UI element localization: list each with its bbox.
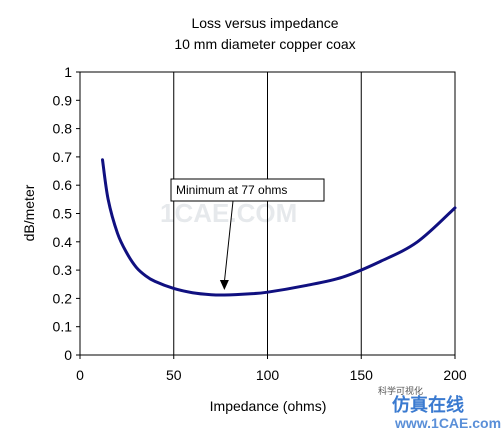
y-tick-label: 1 (64, 64, 72, 80)
x-axis: 0 50 100 150 200 (76, 355, 467, 383)
y-tick-label: 0.9 (53, 92, 73, 108)
chart-title: Loss versus impedance (191, 15, 338, 31)
annotation-arrow (223, 200, 234, 283)
watermark-brand-cn: 仿真在线 (392, 394, 464, 415)
y-tick-label: 0.4 (53, 234, 73, 250)
y-tick-label: 0.8 (53, 121, 73, 137)
annotation: Minimum at 77 ohms (170, 178, 325, 291)
annotation-box (170, 178, 325, 202)
x-tick-label: 150 (350, 367, 374, 383)
series-line (101, 158, 457, 297)
annotation-text: Minimum at 77 ohms (176, 183, 287, 197)
chart-subtitle: 10 mm diameter copper coax (174, 36, 355, 52)
x-tick-label: 200 (443, 367, 467, 383)
y-axis: 0 0.1 0.2 0.3 0.4 0.5 0.6 0.7 0.8 0.9 1 (53, 64, 80, 363)
y-tick-label: 0.1 (53, 319, 73, 335)
watermark-brand: 科学可视化 仿真在线 www.1CAE.com (378, 385, 501, 431)
x-tick-label: 50 (166, 367, 182, 383)
y-tick-label: 0.5 (53, 206, 73, 222)
y-tick-label: 0 (64, 347, 72, 363)
x-tick-label: 0 (76, 367, 84, 383)
watermark-wechat: 科学可视化 (378, 385, 423, 396)
x-axis-label: Impedance (ohms) (210, 398, 327, 414)
series-group (101, 158, 457, 297)
y-tick-label: 0.7 (53, 149, 73, 165)
watermark-url: www.1CAE.com (394, 415, 501, 431)
y-tick-label: 0.2 (53, 290, 73, 306)
y-tick-label: 0.3 (53, 262, 73, 278)
x-tick-label: 100 (256, 367, 280, 383)
annotation-arrowhead (219, 280, 229, 291)
watermark-ghost: 1CAE.COM (160, 198, 297, 228)
grid-lines (173, 72, 362, 355)
y-axis-label: dB/meter (21, 184, 37, 241)
y-tick-label: 0.6 (53, 177, 73, 193)
